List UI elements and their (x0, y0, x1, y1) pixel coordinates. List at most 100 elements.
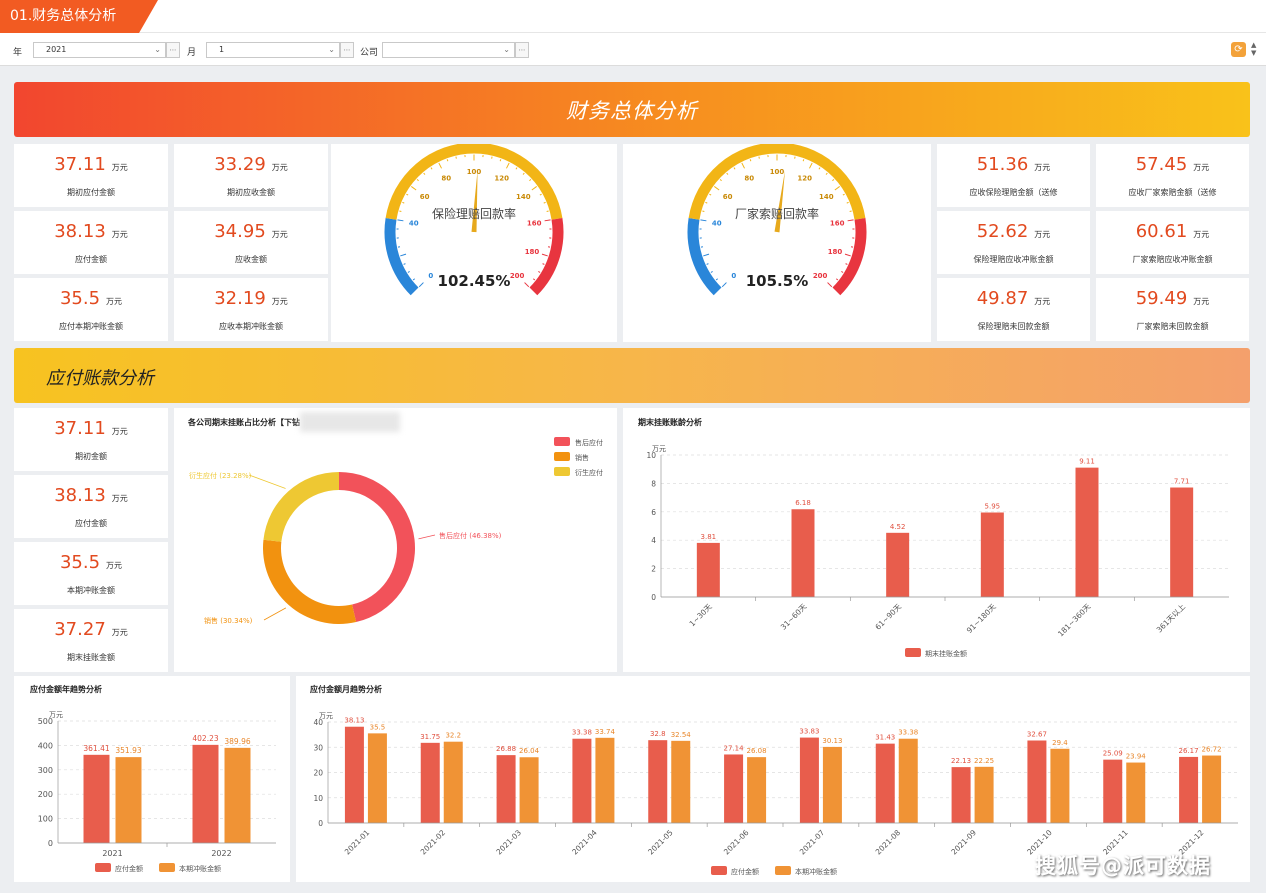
kpi-value-line: 38.13 万元 (14, 485, 168, 506)
bar[interactable] (951, 767, 971, 823)
collapse-toggle-icon[interactable]: ▲ ▼ (1251, 41, 1257, 57)
kpi-label: 应付金额 (75, 519, 107, 528)
bar[interactable] (799, 737, 819, 823)
gauge-tick (842, 193, 845, 196)
year-filter-label: 年 (13, 48, 23, 58)
insurance-recovery-gauge: 0 40 60 80 100 120 140 160 180 200 保险理赔回款率 102.45% (384, 142, 564, 296)
unit-label: 万元 (49, 711, 63, 719)
bar[interactable] (671, 740, 691, 823)
bar[interactable] (367, 733, 387, 823)
bar[interactable] (224, 747, 251, 843)
bar[interactable] (1103, 759, 1123, 823)
kpi-card-left: 32.19 万元 应收本期冲账金额 (174, 278, 328, 341)
refresh-icon[interactable]: ⟳ (1231, 42, 1246, 57)
y-tick-label: 0 (318, 819, 323, 828)
bar[interactable] (83, 754, 110, 843)
legend-label[interactable]: 衍生应付 (575, 468, 603, 477)
bar[interactable] (974, 766, 994, 823)
bar[interactable] (519, 757, 539, 823)
bar[interactable] (1202, 755, 1222, 823)
kpi-card-right: 57.45 万元 应收厂家索赔金额（送修 (1096, 144, 1249, 207)
year-multiselect-button[interactable]: ⋯ (166, 42, 180, 58)
bar[interactable] (822, 746, 842, 823)
x-tick-label: 61~90天 (873, 602, 903, 632)
x-tick-label: 2021-07 (798, 828, 827, 857)
filter-bar: 年 2021 ⌄ ⋯ 月 1 ⌄ ⋯ 公司 ⌄ ⋯ (0, 33, 1266, 66)
kpi-value: 60.61 (1135, 221, 1188, 242)
bar[interactable] (1075, 467, 1099, 597)
bar[interactable] (420, 742, 440, 823)
kpi-unit: 万元 (1034, 297, 1051, 306)
bar[interactable] (875, 743, 895, 823)
kpi-card-right: 59.49 万元 厂家索赔未回款金额 (1096, 278, 1249, 341)
company-filter-label: 公司 (360, 48, 379, 58)
y-tick-label: 200 (38, 790, 53, 799)
donut-slice[interactable] (263, 539, 357, 624)
bar-data-label: 31.75 (420, 733, 440, 741)
company-multiselect-button[interactable]: ⋯ (515, 42, 529, 58)
kpi-unit: 万元 (1193, 297, 1210, 306)
gauge-card-insurance: 0 40 60 80 100 120 140 160 180 200 保险理赔回款率 102.45% (331, 142, 617, 342)
year-select[interactable]: 2021 ⌄ (33, 42, 166, 58)
bar[interactable] (747, 757, 767, 823)
gauge-tick (844, 253, 851, 257)
y-tick-label: 2 (651, 565, 656, 574)
kpi-card-payable: 35.5 万元 本期冲账金额 (14, 542, 168, 605)
bar[interactable] (791, 509, 815, 597)
donut-label-line (263, 607, 287, 621)
gauge-tick-label: 40 (712, 219, 722, 227)
bar[interactable] (1050, 748, 1070, 823)
bar[interactable] (443, 741, 463, 823)
bar[interactable] (1179, 756, 1199, 823)
gauge-tick (522, 172, 525, 175)
gauge-tick-label: 120 (797, 175, 812, 183)
gauge-tick (825, 172, 828, 175)
bar[interactable] (496, 755, 516, 823)
bar[interactable] (648, 740, 668, 823)
bar[interactable] (724, 754, 744, 823)
monthly-trend-title: 应付金额月趋势分析 (310, 685, 382, 694)
bar[interactable] (886, 532, 910, 597)
bar[interactable] (980, 512, 1004, 597)
bar[interactable] (115, 757, 142, 843)
gauge-value: 102.45% (438, 272, 511, 290)
legend-label[interactable]: 期末挂账金额 (925, 649, 967, 658)
kpi-value: 32.19 (214, 288, 266, 309)
bar[interactable] (572, 738, 592, 823)
gauge-tick (827, 282, 833, 288)
company-select[interactable]: ⌄ (382, 42, 515, 58)
tab-financial-overview[interactable]: 01.财务总体分析 (0, 0, 158, 33)
bar[interactable] (595, 737, 615, 823)
kpi-value-line: 49.87 万元 (937, 288, 1090, 309)
gauge-tick-label: 60 (723, 193, 733, 201)
bar[interactable] (192, 744, 219, 843)
month-multiselect-button[interactable]: ⋯ (340, 42, 354, 58)
bar[interactable] (344, 726, 364, 823)
bar[interactable] (1027, 740, 1047, 823)
legend-label[interactable]: 应付金额 (115, 864, 143, 873)
donut-slice[interactable] (263, 472, 339, 542)
legend-label[interactable]: 销售 (575, 453, 589, 462)
bar[interactable] (1170, 487, 1194, 597)
donut-label-line (248, 474, 286, 489)
donut-slice[interactable] (339, 472, 416, 623)
kpi-label: 期初应付金额 (67, 188, 115, 197)
legend-label[interactable]: 本期冲账金额 (795, 867, 837, 876)
legend-swatch (159, 863, 175, 872)
month-select[interactable]: 1 ⌄ (206, 42, 340, 58)
company-balance-donut-chart: 售后应付 (46.38%) 销售 (30.34%) 衍生应付 (23.28%) 售后应… (189, 437, 603, 625)
gauge-tick-label: 200 (510, 272, 525, 280)
bar[interactable] (1126, 762, 1146, 823)
gauge-title: 保险理赔回款率 (432, 206, 516, 221)
legend-label[interactable]: 售后应付 (575, 438, 603, 447)
y-tick-label: 300 (38, 766, 53, 775)
bar[interactable] (696, 542, 720, 597)
legend-label[interactable]: 本期冲账金额 (179, 864, 221, 873)
bar[interactable] (898, 738, 918, 823)
y-tick-label: 0 (48, 839, 53, 848)
kpi-value: 49.87 (976, 288, 1029, 309)
bar-data-label: 6.18 (795, 499, 811, 507)
legend-label[interactable]: 应付金额 (731, 867, 759, 876)
